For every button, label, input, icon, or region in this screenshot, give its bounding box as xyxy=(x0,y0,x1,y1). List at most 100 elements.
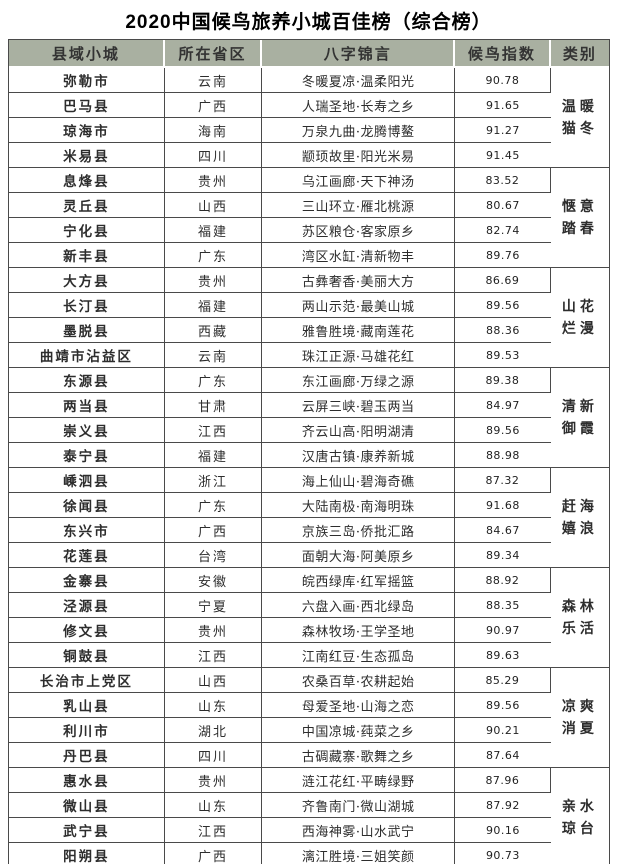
province-cell: 甘肃 xyxy=(164,393,263,418)
city-cell: 徐闻县 xyxy=(9,493,165,518)
table-row: 金寨县 安徽 皖西绿库·红军摇篮 88.92 森林乐活 xyxy=(9,568,609,668)
motto-cell: 西海神雾·山水武宁 xyxy=(262,818,456,843)
city-cell: 弥勒市 xyxy=(9,68,165,93)
city-cell: 东源县 xyxy=(9,368,165,393)
province-cell: 贵州 xyxy=(164,618,263,643)
table-row: 长治市上党区 山西 农桑百草·农耕起始 85.29 凉爽消夏 xyxy=(9,668,609,768)
index-cell: 91.45 xyxy=(455,143,551,168)
province-cell: 贵州 xyxy=(164,768,263,793)
index-cell: 87.64 xyxy=(455,743,551,768)
index-cell: 89.56 xyxy=(455,293,551,318)
index-cell: 88.98 xyxy=(455,443,551,468)
city-cell: 武宁县 xyxy=(9,818,165,843)
province-cell: 江西 xyxy=(164,818,263,843)
header-city: 县域小城 xyxy=(9,40,165,68)
index-cell: 86.69 xyxy=(455,268,551,293)
category-cell: 惬意踏春 xyxy=(550,168,609,268)
province-cell: 山西 xyxy=(164,193,263,218)
city-cell: 墨脱县 xyxy=(9,318,165,343)
header-category: 类别 xyxy=(550,40,609,68)
ranking-table: 县域小城 所在省区 八字锦言 候鸟指数 类别 弥勒市 云南 冬暖夏凉·温柔阳光 90.… xyxy=(8,39,610,864)
city-cell: 两当县 xyxy=(9,393,165,418)
index-cell: 87.96 xyxy=(455,768,551,793)
index-cell: 89.63 xyxy=(455,643,551,668)
province-cell: 云南 xyxy=(164,68,263,93)
city-cell: 利川市 xyxy=(9,718,165,743)
table-row: 惠水县 贵州 涟江花红·平畴绿野 87.96 亲水琼台 xyxy=(9,768,609,837)
city-cell: 琼海市 xyxy=(9,118,165,143)
motto-cell: 齐云山高·阳明湖清 xyxy=(262,418,456,443)
motto-cell: 漓江胜境·三姐笑颜 xyxy=(262,843,456,864)
city-cell: 惠水县 xyxy=(9,768,165,793)
motto-cell: 万泉九曲·龙腾博鳌 xyxy=(262,118,456,143)
table-row: 丹巴县 四川 古碉藏寨·歌舞之乡 87.64 xyxy=(9,743,609,768)
table-row: 利川市 湖北 中国凉城·莼菜之乡 90.21 xyxy=(9,718,609,743)
province-cell: 海南 xyxy=(164,118,263,143)
index-cell: 90.73 xyxy=(455,843,550,864)
table-row: 息烽县 贵州 乌江画廊·天下神汤 83.52 惬意踏春 xyxy=(9,168,609,268)
city-cell: 米易县 xyxy=(9,143,165,168)
city-cell: 乳山县 xyxy=(9,693,165,718)
category-cell: 清新御霞 xyxy=(550,368,609,468)
motto-cell: 人瑞圣地·长寿之乡 xyxy=(262,93,456,118)
table-row: 微山县 山东 齐鲁南门·微山湖城 87.92 xyxy=(9,793,609,818)
motto-cell: 珠江正源·马雄花红 xyxy=(262,343,456,368)
index-cell: 85.29 xyxy=(455,668,551,693)
table-row: 嵊泗县 浙江 海上仙山·碧海奇礁 87.32 赶海嬉浪 xyxy=(9,468,609,568)
city-cell: 嵊泗县 xyxy=(9,468,165,493)
city-cell: 金寨县 xyxy=(9,568,165,593)
index-cell: 91.68 xyxy=(455,493,551,518)
city-cell: 花莲县 xyxy=(9,543,165,568)
category-cell: 森林乐活 xyxy=(550,568,609,668)
table-row: 灵丘县 山西 三山环立·雁北桃源 80.67 xyxy=(9,193,609,218)
motto-cell: 中国凉城·莼菜之乡 xyxy=(262,718,456,743)
index-cell: 90.16 xyxy=(455,818,551,843)
motto-cell: 森林牧场·王学圣地 xyxy=(262,618,456,643)
index-cell: 88.35 xyxy=(455,593,551,618)
table-row: 弥勒市 云南 冬暖夏凉·温柔阳光 90.78 温暖猫冬 xyxy=(9,68,609,168)
city-cell: 灵丘县 xyxy=(9,193,165,218)
city-cell: 泰宁县 xyxy=(9,443,165,468)
table-header: 县域小城 所在省区 八字锦言 候鸟指数 类别 xyxy=(9,40,609,68)
province-cell: 福建 xyxy=(164,443,263,468)
province-cell: 安徽 xyxy=(164,568,263,593)
header-row: 县域小城 所在省区 八字锦言 候鸟指数 类别 xyxy=(9,40,609,68)
table-row: 泰宁县 福建 汉唐古镇·康养新城 88.98 xyxy=(9,443,609,468)
province-cell: 四川 xyxy=(164,143,263,168)
city-cell: 东兴市 xyxy=(9,518,165,543)
page-title: 2020中国候鸟旅养小城百佳榜（综合榜） xyxy=(125,12,492,33)
province-cell: 贵州 xyxy=(164,168,263,193)
city-cell: 长治市上党区 xyxy=(9,668,165,693)
category-cell: 凉爽消夏 xyxy=(550,668,609,768)
province-cell: 广东 xyxy=(164,243,263,268)
index-cell: 87.92 xyxy=(455,793,551,818)
motto-cell: 颛顼故里·阳光米易 xyxy=(262,143,456,168)
motto-cell: 面朝大海·阿美原乡 xyxy=(262,543,456,568)
city-cell: 丹巴县 xyxy=(9,743,165,768)
table-row: 修文县 贵州 森林牧场·王学圣地 90.97 xyxy=(9,618,609,643)
motto-cell: 乌江画廊·天下神汤 xyxy=(262,168,456,193)
province-cell: 台湾 xyxy=(164,543,263,568)
index-cell: 91.65 xyxy=(455,93,551,118)
category-cell: 亲水琼台 xyxy=(551,768,609,864)
motto-cell: 海上仙山·碧海奇礁 xyxy=(262,468,456,493)
table-row: 琼海市 海南 万泉九曲·龙腾博鳌 91.27 xyxy=(9,118,609,143)
index-cell: 89.56 xyxy=(455,418,551,443)
city-cell: 崇义县 xyxy=(9,418,165,443)
table-row: 东兴市 广西 京族三岛·侨批汇路 84.67 xyxy=(9,518,609,543)
index-cell: 88.36 xyxy=(455,318,551,343)
motto-cell: 湾区水缸·清新物丰 xyxy=(262,243,456,268)
province-cell: 广东 xyxy=(164,368,263,393)
motto-cell: 古彝奢香·美丽大方 xyxy=(262,268,456,293)
table-row: 墨脱县 西藏 雅鲁胜境·藏南莲花 88.36 xyxy=(9,318,609,343)
city-cell: 泾源县 xyxy=(9,593,165,618)
motto-cell: 云屏三峡·碧玉两当 xyxy=(262,393,456,418)
city-cell: 长汀县 xyxy=(9,293,165,318)
city-cell: 微山县 xyxy=(9,793,165,818)
province-cell: 广西 xyxy=(164,93,263,118)
province-cell: 宁夏 xyxy=(164,593,263,618)
motto-cell: 大陆南极·南海明珠 xyxy=(262,493,456,518)
index-cell: 87.32 xyxy=(455,468,551,493)
motto-cell: 母爱圣地·山海之恋 xyxy=(262,693,456,718)
